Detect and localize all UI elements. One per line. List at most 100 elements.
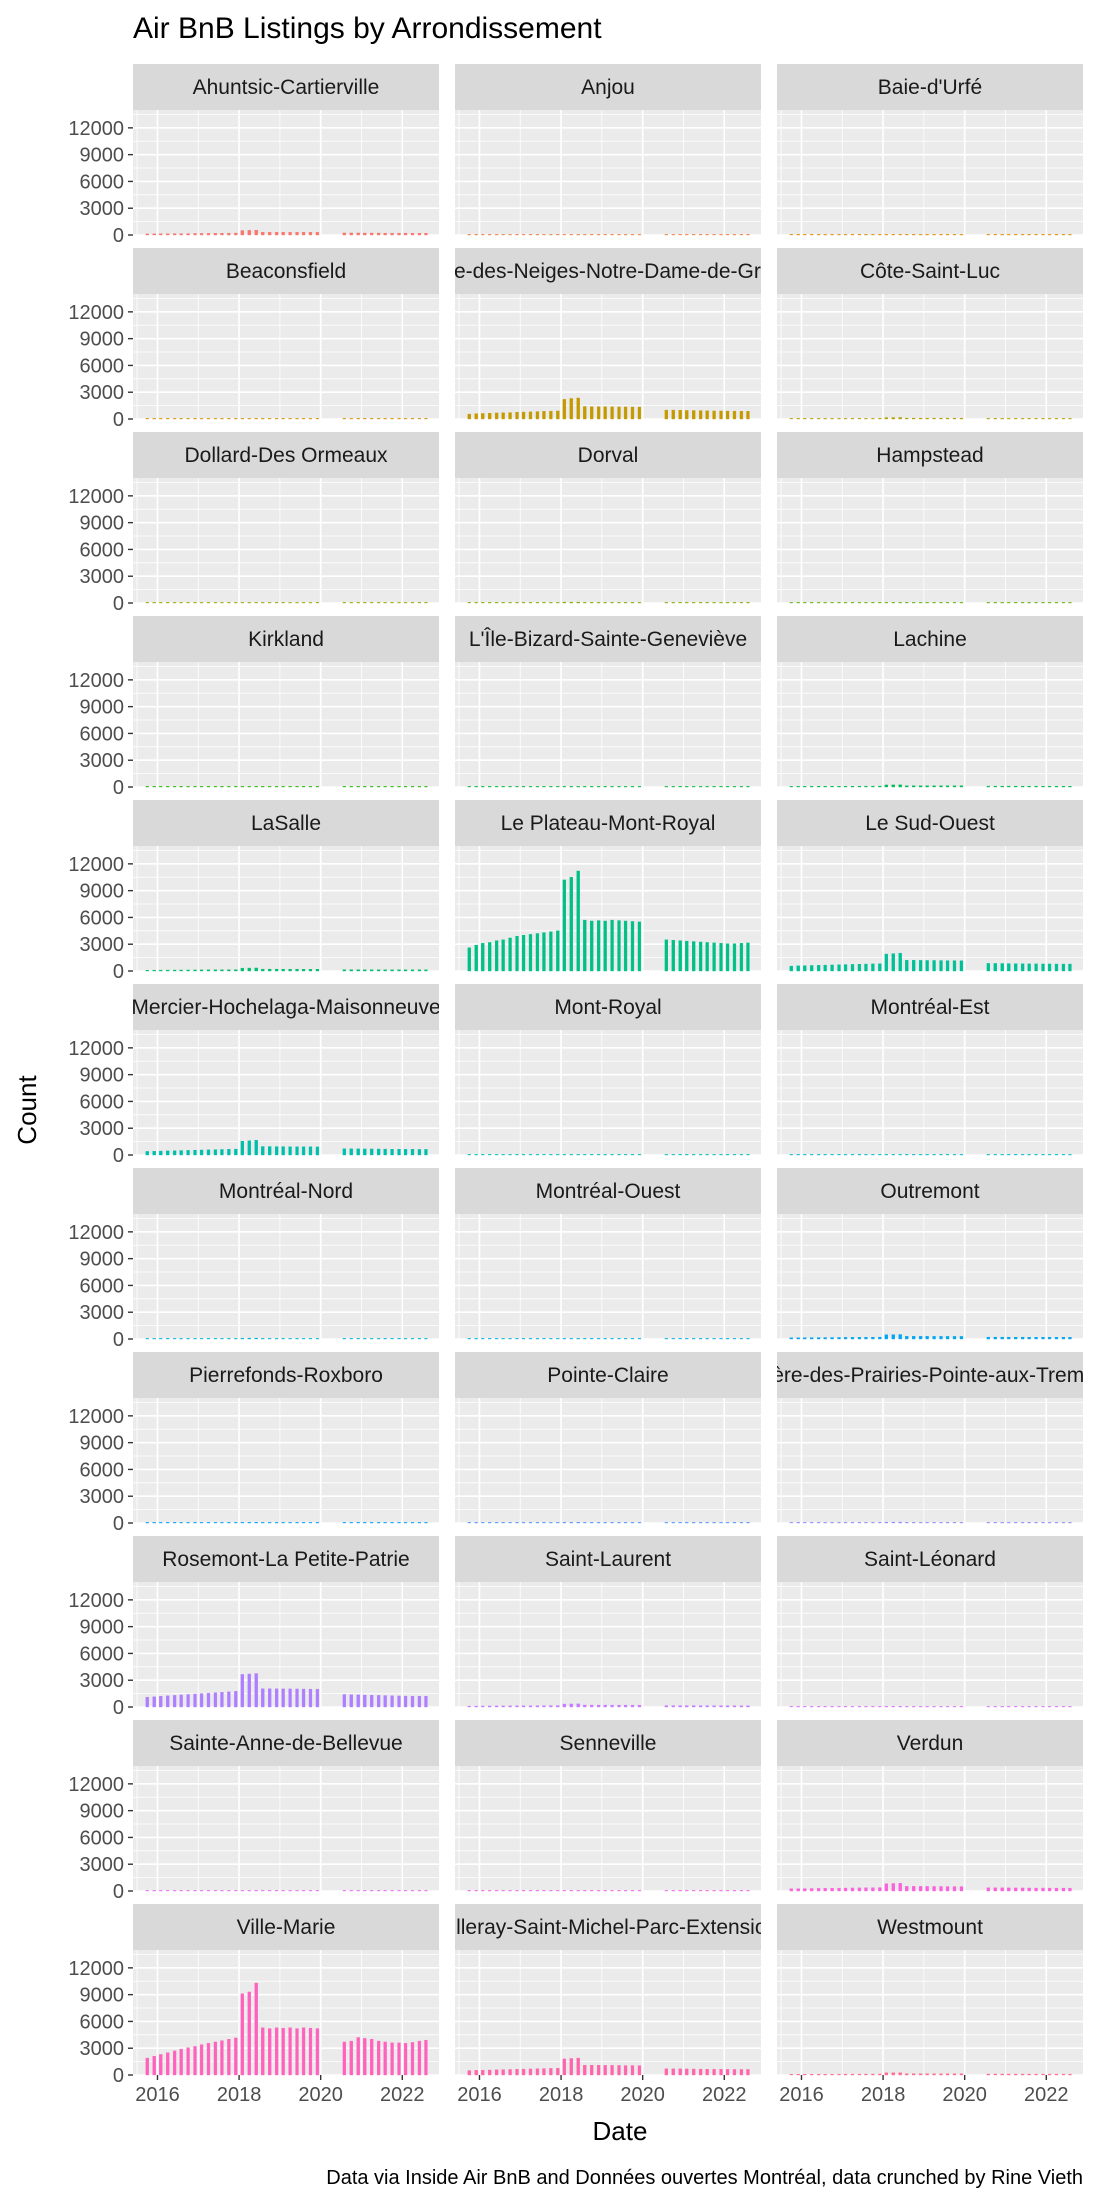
bar xyxy=(349,232,353,236)
bar xyxy=(1061,786,1066,788)
bar xyxy=(945,1706,950,1708)
bar xyxy=(1041,1522,1045,1524)
bar xyxy=(637,1704,642,1708)
bar xyxy=(1034,418,1038,420)
bar xyxy=(952,1886,957,1892)
bar xyxy=(590,1890,594,1892)
y-tick-label: 9000 xyxy=(80,1801,125,1823)
y-tick-label: 3000 xyxy=(80,750,125,772)
bar xyxy=(281,602,285,604)
bar xyxy=(905,960,909,972)
bar xyxy=(247,602,251,604)
bar xyxy=(199,2044,204,2076)
bar xyxy=(390,1522,394,1524)
bar xyxy=(637,1522,642,1524)
y-tick-label: 12000 xyxy=(68,1958,124,1980)
bar xyxy=(803,234,807,236)
panel-background xyxy=(455,294,761,419)
x-tick-label: 2018 xyxy=(539,2084,584,2106)
bar xyxy=(556,1154,560,1156)
bar xyxy=(288,1522,292,1524)
bar xyxy=(732,1522,737,1524)
bar xyxy=(515,1890,519,1892)
bar xyxy=(542,602,546,604)
bar xyxy=(576,1338,580,1340)
bar xyxy=(630,1522,635,1524)
bar xyxy=(1000,418,1004,420)
bar xyxy=(390,2042,394,2076)
bar xyxy=(898,1154,902,1156)
bar xyxy=(363,969,367,972)
bar xyxy=(959,1522,964,1524)
panel-background xyxy=(133,478,439,603)
bar xyxy=(301,2027,306,2076)
bar xyxy=(898,2072,902,2076)
bar xyxy=(1068,2073,1072,2076)
bar xyxy=(508,1890,512,1892)
bar xyxy=(685,1522,689,1524)
bar xyxy=(474,944,478,972)
bar xyxy=(878,234,882,236)
facet-strip xyxy=(133,1536,439,1582)
facet-label: Le Plateau-Mont-Royal xyxy=(501,812,716,835)
y-tick-label: 12000 xyxy=(68,1406,124,1428)
bar xyxy=(1000,234,1004,236)
facet-strip xyxy=(455,984,761,1030)
bar xyxy=(274,1522,279,1524)
bar xyxy=(488,1522,492,1524)
bar xyxy=(521,411,526,420)
bar xyxy=(837,234,841,236)
bar xyxy=(878,1336,882,1340)
bar xyxy=(932,1522,936,1524)
bar xyxy=(213,2041,218,2076)
bar xyxy=(508,1338,512,1340)
bar xyxy=(993,1336,997,1340)
bar xyxy=(939,960,943,972)
bar xyxy=(145,1890,149,1892)
bar xyxy=(891,1154,895,1156)
bar xyxy=(315,1338,320,1340)
bar xyxy=(501,1338,505,1340)
bar xyxy=(383,1522,387,1524)
bar xyxy=(746,1890,750,1892)
bar xyxy=(823,786,827,788)
bar xyxy=(424,602,428,604)
bar xyxy=(823,1522,827,1524)
bar xyxy=(884,602,888,604)
bar xyxy=(816,1337,821,1340)
bar xyxy=(1027,1336,1031,1340)
bar xyxy=(501,602,505,604)
facet-strip xyxy=(777,1168,1083,1214)
bar xyxy=(583,786,587,788)
y-tick-label: 3000 xyxy=(80,2038,125,2060)
bar xyxy=(796,1706,800,1708)
facet-panel: Côte-Saint-Luc xyxy=(777,248,1083,420)
bar xyxy=(1027,785,1031,788)
y-tick-label: 6000 xyxy=(80,1091,125,1113)
x-tick-label: 2020 xyxy=(620,2084,665,2106)
bar xyxy=(1041,234,1045,236)
bar xyxy=(576,397,580,420)
bar xyxy=(342,1890,346,1892)
y-tick-label: 12000 xyxy=(68,1774,124,1796)
bar xyxy=(227,232,231,236)
bar xyxy=(959,1336,964,1340)
bar xyxy=(301,1890,306,1892)
bar xyxy=(179,1522,183,1524)
bar xyxy=(247,230,251,236)
bar xyxy=(397,602,401,604)
facet-panel: Le Plateau-Mont-Royal xyxy=(455,800,761,972)
bar xyxy=(417,602,422,604)
bar xyxy=(424,1338,428,1340)
bar xyxy=(288,786,292,788)
bar xyxy=(186,1338,190,1340)
bar xyxy=(268,2028,272,2076)
facet-strip xyxy=(133,432,439,478)
bar xyxy=(515,1705,519,1708)
bar xyxy=(152,1696,156,1708)
bar xyxy=(1068,602,1072,604)
bar xyxy=(671,786,675,788)
bar xyxy=(871,785,875,788)
bar xyxy=(617,1522,621,1524)
bar xyxy=(583,2064,587,2076)
